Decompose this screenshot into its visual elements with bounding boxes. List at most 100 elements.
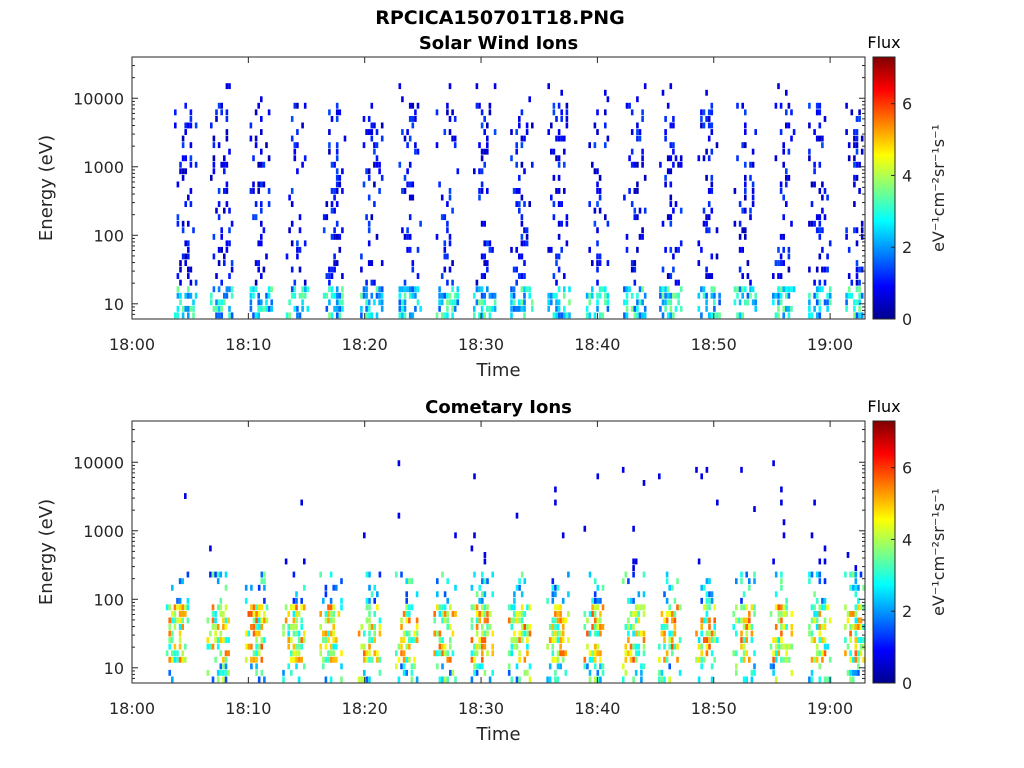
- heatmap-cell: [623, 299, 626, 306]
- heatmap-cell: [560, 89, 563, 96]
- heatmap-cell: [481, 663, 484, 670]
- heatmap-cell: [451, 611, 455, 617]
- heatmap-cell: [810, 571, 814, 578]
- heatmap-cell: [700, 109, 703, 116]
- heatmap-cell: [636, 246, 639, 253]
- heatmap-cell: [634, 650, 638, 657]
- heatmap-cell: [591, 611, 594, 617]
- heatmap-cell: [821, 656, 824, 663]
- heatmap-cell: [850, 292, 854, 299]
- heatmap-cell: [515, 584, 519, 591]
- heatmap-cell: [853, 201, 856, 207]
- heatmap-cell: [408, 161, 412, 168]
- heatmap-cell: [513, 617, 516, 624]
- heatmap-cell: [454, 676, 457, 683]
- heatmap-cell: [601, 663, 605, 670]
- heatmap-cell: [862, 584, 865, 591]
- heatmap-cell: [220, 233, 223, 240]
- heatmap-cell: [480, 188, 484, 194]
- heatmap-cell: [596, 201, 599, 207]
- heatmap-cell: [448, 129, 452, 135]
- heatmap-cell: [665, 578, 669, 585]
- heatmap-cell: [676, 643, 679, 650]
- heatmap-cell: [664, 174, 667, 181]
- heatmap-cell: [454, 611, 457, 617]
- heatmap-cell: [705, 273, 708, 279]
- heatmap-cell: [774, 292, 778, 299]
- x-tick-label: 18:50: [691, 699, 737, 718]
- heatmap-cell: [583, 624, 587, 630]
- heatmap-cell: [518, 188, 521, 194]
- heatmap-cell: [401, 96, 404, 103]
- heatmap-cell: [813, 181, 816, 188]
- heatmap-cell: [257, 260, 260, 266]
- heatmap-cell: [303, 279, 307, 286]
- heatmap-cell: [632, 676, 635, 683]
- heatmap-cell: [220, 312, 223, 319]
- heatmap-cell: [249, 292, 253, 299]
- heatmap-cell: [700, 584, 703, 591]
- heatmap-cell: [658, 656, 661, 663]
- heatmap-cell: [707, 188, 711, 194]
- heatmap-cell: [862, 637, 865, 643]
- heatmap-cell: [736, 155, 739, 162]
- heatmap-cell: [187, 246, 190, 253]
- heatmap-cell: [222, 637, 225, 643]
- heatmap-cell: [642, 637, 646, 643]
- heatmap-cell: [815, 227, 819, 234]
- heatmap-cell: [780, 584, 783, 591]
- heatmap-cell: [546, 676, 549, 683]
- heatmap-cell: [742, 656, 746, 663]
- heatmap-cell: [373, 650, 376, 657]
- heatmap-cell: [290, 669, 293, 676]
- heatmap-cell: [751, 148, 755, 155]
- heatmap-cell: [777, 312, 780, 319]
- heatmap-cell: [230, 292, 234, 299]
- heatmap-cell: [398, 312, 402, 319]
- heatmap-cell: [411, 292, 415, 299]
- heatmap-cell: [510, 637, 514, 643]
- heatmap-cell: [596, 188, 599, 194]
- heatmap-cell: [486, 578, 489, 585]
- heatmap-cell: [395, 663, 398, 670]
- heatmap-cell: [604, 292, 607, 299]
- heatmap-cell: [187, 273, 190, 279]
- heatmap-cell: [227, 650, 230, 657]
- axes-box: [131, 56, 866, 320]
- heatmap-cell: [438, 604, 442, 611]
- heatmap-cell: [332, 624, 335, 630]
- heatmap-cell: [672, 148, 675, 155]
- heatmap-cell: [408, 611, 411, 617]
- heatmap-cell: [559, 604, 562, 611]
- heatmap-cell: [818, 637, 822, 643]
- heatmap-cell: [480, 299, 484, 306]
- heatmap-cell: [512, 286, 516, 293]
- heatmap-cell: [368, 571, 371, 578]
- heatmap-cell: [854, 630, 858, 637]
- heatmap-cell: [859, 643, 863, 650]
- heatmap-cell: [373, 148, 376, 155]
- heatmap-cell: [599, 624, 602, 630]
- heatmap-cell: [400, 643, 403, 650]
- heatmap-cell: [262, 305, 266, 312]
- heatmap-cell: [738, 201, 742, 207]
- heatmap-cell: [785, 611, 788, 617]
- heatmap-cell: [813, 161, 816, 168]
- heatmap-cell: [327, 650, 330, 657]
- heatmap-cell: [378, 617, 382, 624]
- heatmap-cell: [744, 194, 747, 201]
- heatmap-cell: [214, 611, 217, 617]
- heatmap-cell: [478, 168, 481, 175]
- heatmap-cell: [779, 260, 783, 266]
- heatmap-cell: [290, 240, 294, 247]
- heatmap-cell: [250, 604, 253, 611]
- heatmap-cell: [397, 656, 401, 663]
- heatmap-cell: [855, 260, 859, 266]
- heatmap-cell: [483, 260, 486, 266]
- heatmap-cell: [815, 617, 819, 624]
- heatmap-cell: [707, 116, 711, 122]
- heatmap-cell: [744, 161, 747, 168]
- heatmap-cell: [813, 129, 816, 135]
- heatmap-cell: [697, 260, 701, 266]
